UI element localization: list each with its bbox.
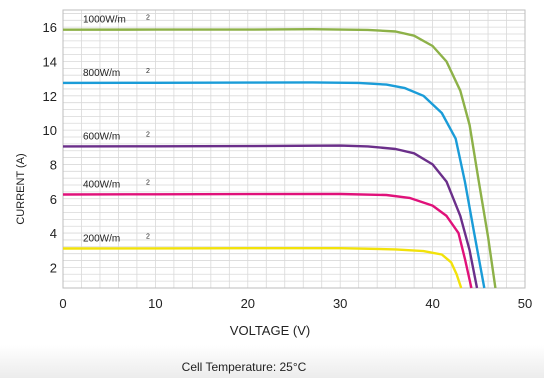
series-label-4: 400W/m xyxy=(83,179,120,190)
x-tick-label: 20 xyxy=(241,296,255,311)
series-label-3: 600W/m xyxy=(83,131,120,142)
plot-border xyxy=(62,9,526,289)
series-label-sup-4: 2 xyxy=(146,179,150,186)
x-tick-label: 50 xyxy=(518,296,532,311)
y-tick-label: 6 xyxy=(50,192,57,207)
y-axis-label: CURRENT (A) xyxy=(15,153,27,224)
series-label-sup-3: 2 xyxy=(146,131,150,138)
y-tick-label: 2 xyxy=(50,260,57,275)
y-tick-label: 4 xyxy=(50,226,57,241)
footer-band xyxy=(0,345,544,378)
y-tick-label: 10 xyxy=(43,123,57,138)
series-line-4 xyxy=(62,192,473,289)
series-label-2: 800W/m xyxy=(83,68,120,79)
series-label-sup-2: 2 xyxy=(146,68,150,75)
y-tick-label: 14 xyxy=(43,54,57,69)
series-label-1: 1000W/m xyxy=(83,15,126,26)
tick-labels: 0 10 20 30 40 50 2 4 6 8 10 12 14 16 xyxy=(43,20,533,311)
x-tick-label: 30 xyxy=(333,296,347,311)
plot-area xyxy=(63,10,525,288)
x-tick-label: 10 xyxy=(148,296,162,311)
cell-temperature-note: Cell Temperature: 25°C xyxy=(182,360,307,374)
y-tick-label: 12 xyxy=(43,89,57,104)
series-line-1 xyxy=(62,28,497,289)
series-line-5 xyxy=(62,247,463,289)
series-label-sup-5: 2 xyxy=(146,234,150,241)
series-group xyxy=(62,28,497,289)
series-label-sup-1: 2 xyxy=(146,15,150,22)
series-label-5: 200W/m xyxy=(83,234,120,245)
y-tick-label: 16 xyxy=(43,20,57,35)
x-axis-label: VOLTAGE (V) xyxy=(230,323,310,338)
x-tick-label: 40 xyxy=(425,296,439,311)
y-tick-label: 8 xyxy=(50,157,57,172)
series-line-3 xyxy=(62,144,479,289)
irradiance-labels: 1000W/m 2 800W/m 2 600W/m 2 400W/m 2 200W/m 2 xyxy=(83,15,150,245)
x-tick-label: 0 xyxy=(59,296,66,311)
series-line-2 xyxy=(62,81,486,289)
